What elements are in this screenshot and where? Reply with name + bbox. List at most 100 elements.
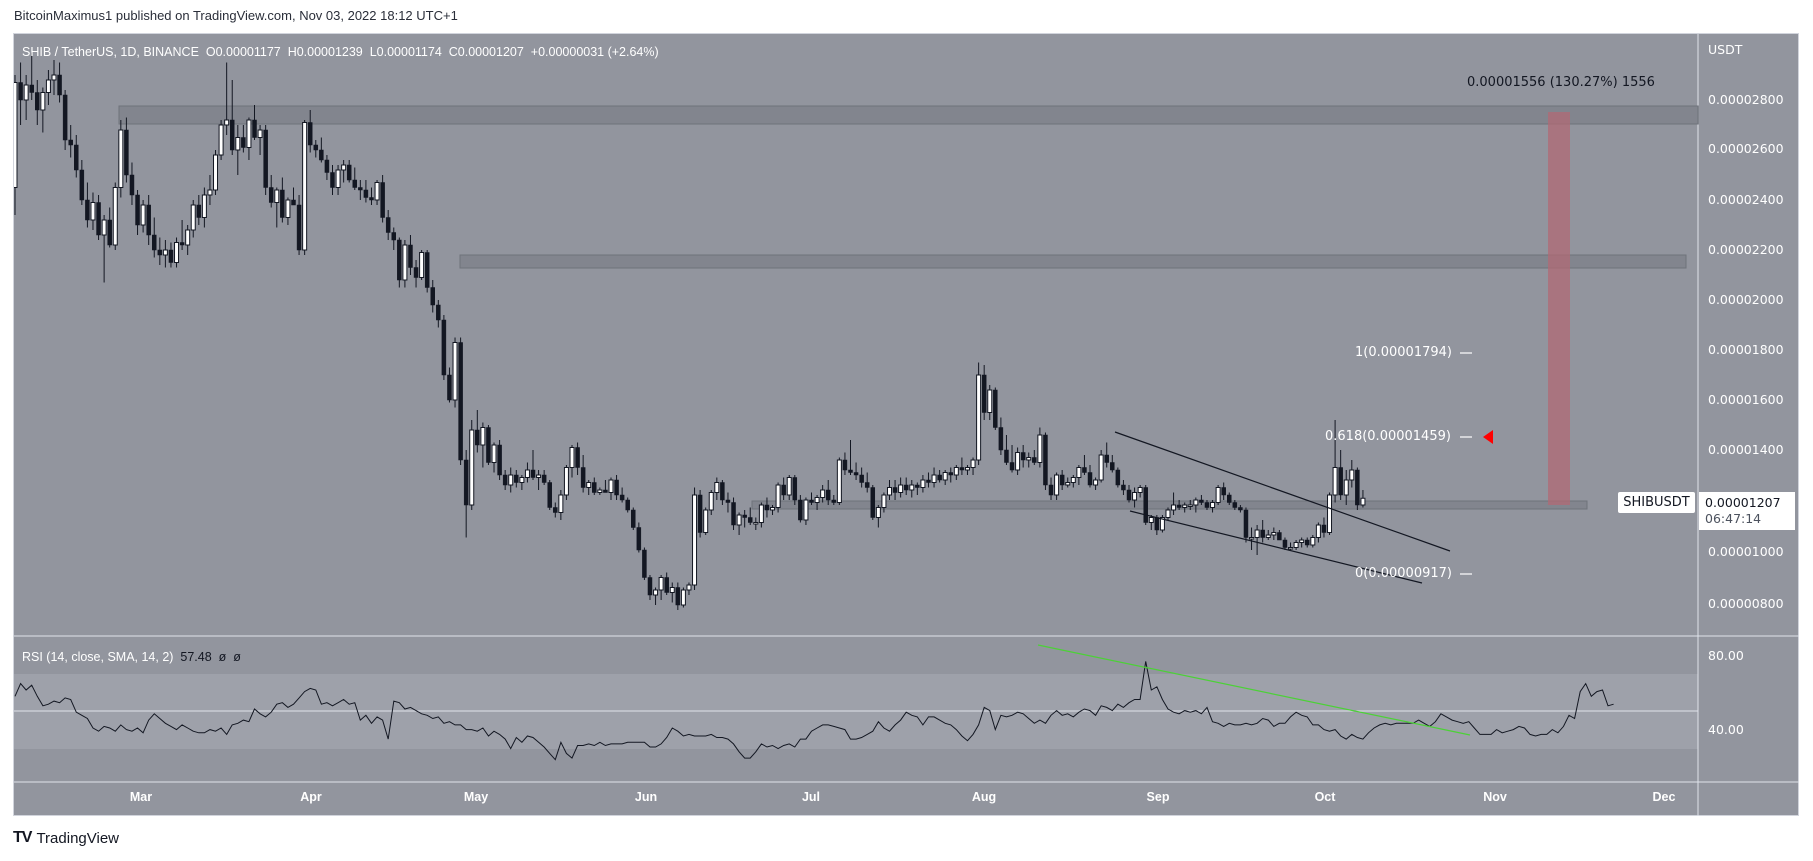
candle: [592, 482, 597, 493]
candle: [669, 587, 675, 593]
rsi-title[interactable]: RSI (14, close, SMA, 14, 2): [22, 650, 174, 664]
candle: [603, 489, 608, 493]
candle: [1232, 502, 1238, 508]
candle: [129, 174, 135, 196]
candle: [686, 584, 692, 591]
change-value: +0.00000031 (+2.64%): [530, 45, 659, 59]
red-arrow-icon: [1483, 430, 1493, 444]
candle: [241, 137, 246, 148]
candle: [736, 514, 742, 526]
horizontal-zone-2: [751, 500, 1588, 510]
candle: [959, 467, 965, 471]
candle: [1193, 499, 1199, 506]
candle: [553, 507, 558, 513]
footer-brand[interactable]: TV TradingView: [13, 829, 119, 847]
candle: [820, 489, 826, 498]
candle: [135, 194, 140, 226]
rsi-legend: RSI (14, close, SMA, 14, 2) 57.48 ø ø: [22, 650, 241, 664]
candle: [903, 484, 909, 491]
tradingview-logo-icon: TV: [13, 829, 32, 846]
candle: [580, 467, 586, 488]
candle: [1349, 469, 1355, 481]
candle: [74, 144, 79, 171]
candle: [90, 202, 96, 221]
candle: [1321, 524, 1327, 533]
published-header: BitcoinMaximus1 published on TradingView…: [14, 8, 458, 23]
candle: [296, 204, 302, 251]
candle: [636, 527, 642, 551]
candle: [486, 427, 491, 463]
candle: [18, 82, 23, 101]
price-tick-label: 0.00001600: [1708, 392, 1784, 407]
candle: [747, 517, 753, 523]
candle: [291, 199, 296, 206]
rsi-value: 57.48: [180, 650, 212, 664]
candle: [1343, 479, 1349, 496]
fib-level-1: 1(0.00001794): [1355, 345, 1452, 360]
measure-label: 0.00001556 (130.27%) 1556: [1467, 75, 1655, 90]
candle: [708, 492, 714, 511]
candle: [926, 479, 931, 483]
candle: [45, 79, 51, 93]
candles: [14, 52, 1366, 610]
candle: [1271, 532, 1277, 536]
candle: [1087, 472, 1093, 486]
close-value: 0.00001207: [457, 45, 524, 59]
candle: [29, 84, 34, 93]
candle: [703, 509, 709, 533]
candle: [870, 487, 876, 518]
candle: [441, 319, 447, 376]
candle: [124, 129, 129, 176]
candle: [1243, 509, 1249, 538]
candle: [1009, 462, 1015, 471]
candle: [642, 549, 647, 578]
measure-bar: [1548, 112, 1570, 505]
candle: [280, 189, 285, 218]
candle: [1171, 504, 1177, 511]
candle: [23, 84, 29, 101]
candle: [252, 119, 257, 138]
candle: [1054, 474, 1060, 496]
symbol-name[interactable]: SHIB / TetherUS, 1D, BINANCE: [22, 45, 199, 59]
candle: [1159, 517, 1165, 531]
candle: [1254, 529, 1260, 538]
candle: [268, 187, 274, 203]
horizontal-zone-0: [118, 105, 1699, 125]
month-tick-label: Jul: [801, 790, 821, 804]
candle: [257, 129, 263, 138]
candle: [1032, 457, 1037, 463]
candle: [196, 204, 202, 218]
candle: [814, 497, 820, 503]
candle: [886, 487, 892, 496]
candle: [1221, 487, 1226, 496]
candle: [1093, 479, 1099, 486]
candle: [998, 427, 1004, 451]
candle: [1310, 537, 1316, 546]
candle: [1282, 539, 1288, 548]
candle: [948, 472, 954, 476]
candle: [274, 189, 280, 203]
candle: [1082, 467, 1087, 473]
candle: [218, 124, 224, 156]
candle: [224, 119, 230, 126]
candle: [731, 502, 736, 526]
month-tick-label: Jun: [634, 790, 658, 804]
candle: [285, 199, 291, 218]
candle: [1037, 434, 1043, 463]
candle: [848, 469, 853, 473]
candle: [881, 494, 887, 508]
candle: [1360, 497, 1366, 506]
rsi-tick-label: 80.00: [1708, 648, 1744, 663]
month-tick-label: Dec: [1652, 790, 1676, 804]
candle: [229, 119, 235, 151]
candle: [397, 239, 402, 281]
candle: [541, 474, 547, 483]
fib-level-0618: 0.618(0.00001459): [1325, 429, 1451, 444]
candle: [35, 92, 40, 111]
candle: [1004, 449, 1009, 463]
candle: [853, 472, 859, 476]
candle: [809, 499, 814, 503]
month-tick-label: Nov: [1483, 790, 1507, 804]
month-tick-label: Aug: [971, 790, 997, 804]
